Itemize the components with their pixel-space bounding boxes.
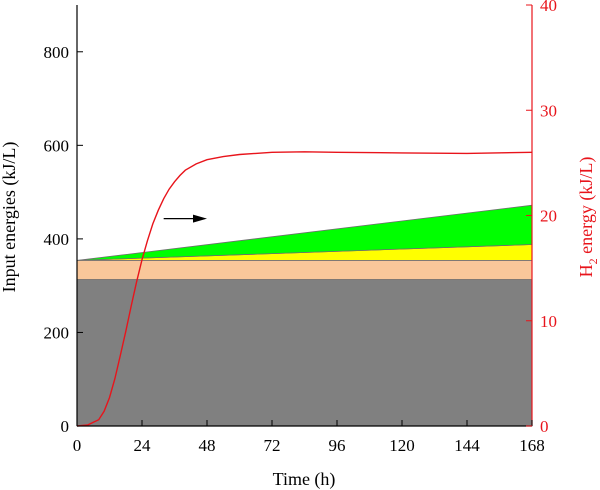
x-tick-label: 168 xyxy=(519,436,545,455)
y-tick-label: 0 xyxy=(61,417,70,436)
y-tick-label: 600 xyxy=(44,136,70,155)
x-tick-label: 0 xyxy=(73,436,82,455)
y-tick-label: 800 xyxy=(44,43,70,62)
y2-tick-label: 10 xyxy=(540,312,557,331)
annotation-arrow xyxy=(163,214,207,223)
y-tick-label: 200 xyxy=(44,323,70,342)
x-tick-label: 24 xyxy=(134,436,152,455)
y-axis-title: Input energies (kJ/L) xyxy=(0,142,20,293)
y2-tick-label: 20 xyxy=(540,207,557,226)
x-tick-label: 96 xyxy=(329,436,346,455)
y2-tick-label: 40 xyxy=(540,0,557,15)
x-tick-label: 144 xyxy=(454,436,480,455)
arrow-head xyxy=(193,214,207,223)
energy-bands xyxy=(76,204,533,427)
y2-title-suffix: energy (kJ/L) xyxy=(576,157,597,259)
y2-title-subscript: 2 xyxy=(586,258,600,264)
axes xyxy=(76,4,533,427)
h2-energy-series xyxy=(76,151,533,427)
x-tick-label: 120 xyxy=(389,436,415,455)
h2-energy-line xyxy=(76,151,533,427)
y2-tick-label: 0 xyxy=(540,417,549,436)
x-axis-title: Time (h) xyxy=(273,469,336,490)
x-tick-label: 72 xyxy=(264,436,281,455)
y-tick-label: 400 xyxy=(44,230,70,249)
energy-band-0 xyxy=(76,279,533,427)
x-tick-label: 48 xyxy=(199,436,216,455)
energy-band-1 xyxy=(76,260,533,280)
y2-tick-label: 30 xyxy=(540,101,557,120)
y2-title-prefix: H xyxy=(576,264,596,277)
y2-axis-title: H2 energy (kJ/L) xyxy=(576,157,600,278)
